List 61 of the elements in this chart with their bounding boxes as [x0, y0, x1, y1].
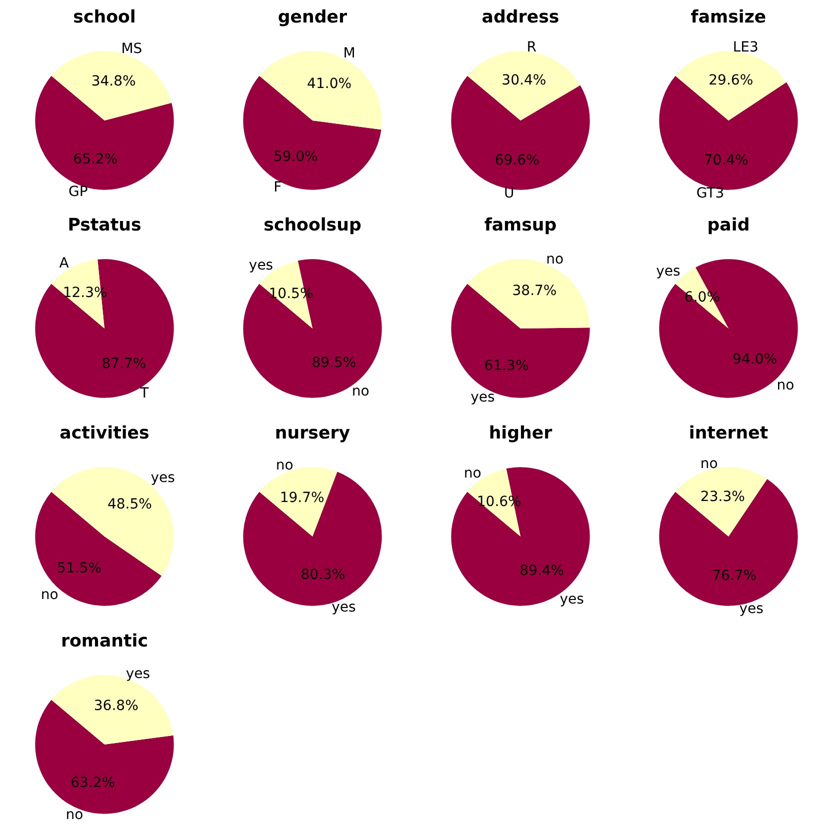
data-label: 80.3% [300, 567, 346, 584]
slice-label: T [139, 385, 150, 402]
chart-title: famsup [484, 216, 557, 236]
slice-label: no [40, 586, 58, 603]
data-label: 89.4% [520, 562, 564, 579]
chart-title: internet [688, 424, 768, 444]
chart-title: activities [60, 424, 150, 444]
slice-label: yes [560, 591, 584, 608]
slice-label: F [274, 180, 282, 196]
chart-title: Pstatus [68, 216, 142, 236]
data-label: 41.0% [307, 76, 352, 92]
data-label: 51.5% [57, 560, 102, 576]
data-label: 94.0% [732, 352, 778, 368]
slice-label: A [59, 256, 70, 272]
data-label: 38.7% [512, 282, 557, 299]
data-label: 65.2% [73, 152, 118, 168]
data-label: 61.3% [484, 358, 529, 374]
data-label: 89.5% [312, 354, 356, 371]
chart-title: romantic [60, 632, 148, 652]
data-label: 70.4% [704, 152, 748, 168]
chart-title: address [482, 8, 560, 28]
slice-label: yes [739, 601, 764, 618]
chart-title: nursery [274, 424, 350, 444]
slice-label: U [504, 186, 514, 202]
data-label: 23.3% [700, 488, 745, 505]
slice-label: GP [68, 184, 88, 200]
slice-label: yes [332, 599, 356, 616]
slice-label: yes [248, 258, 274, 274]
slice-label: yes [656, 264, 680, 280]
slice-label: no [352, 383, 370, 400]
slice-label: MS [121, 40, 142, 57]
chart-title: gender [278, 8, 348, 28]
data-label: 69.6% [494, 152, 540, 168]
data-label: 59.0% [273, 149, 318, 166]
chart-title: school [73, 8, 136, 28]
slice-label: GT3 [696, 186, 724, 202]
data-label: 48.5% [107, 496, 152, 513]
slice-label: no [546, 251, 564, 268]
data-label: 19.7% [280, 490, 324, 506]
chart-title: schoolsup [264, 216, 362, 236]
slice-label: yes [150, 470, 175, 486]
slice-label: no [66, 806, 84, 823]
chart-title: paid [707, 216, 750, 236]
data-label: 29.6% [708, 72, 754, 89]
slice-label: yes [470, 390, 495, 406]
slice-label: LE3 [732, 39, 758, 56]
slice-label: M [343, 45, 356, 62]
chart-title: higher [488, 424, 553, 444]
data-label: 30.4% [502, 72, 546, 89]
slice-label: no [276, 458, 294, 474]
slice-label: yes [126, 666, 150, 682]
data-label: 34.8% [91, 73, 136, 90]
data-label: 36.8% [94, 698, 138, 714]
data-label: 87.7% [102, 356, 146, 372]
slice-label: R [526, 39, 537, 56]
data-label: 76.7% [712, 568, 757, 584]
slice-label: no [776, 377, 794, 394]
slice-label: no [464, 466, 482, 482]
data-label: 63.2% [70, 774, 116, 791]
chart-title: famsize [690, 8, 766, 28]
slice-label: no [700, 456, 718, 472]
